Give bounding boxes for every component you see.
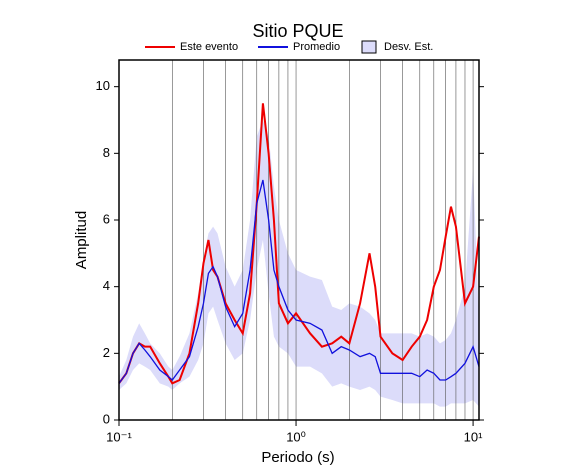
series-line (118, 103, 480, 385)
x-tick-label: 10⁰ (286, 429, 306, 444)
chart-title: Sitio PQUE (252, 21, 343, 41)
legend-label: Desv. Est. (384, 41, 433, 53)
legend-label: Este evento (180, 41, 238, 53)
y-tick-label: 4 (103, 278, 110, 293)
series-line (118, 179, 480, 384)
x-tick-label: 10¹ (464, 429, 483, 444)
std-band (119, 120, 479, 407)
y-tick-label: 6 (103, 211, 110, 226)
legend-swatch (361, 40, 377, 54)
y-tick-label: 2 (103, 345, 110, 360)
x-axis-label: Periodo (s) (261, 449, 334, 466)
y-tick-label: 0 (103, 411, 110, 426)
legend-label: Promedio (293, 41, 340, 53)
x-tick-label: 10⁻¹ (106, 429, 132, 444)
plot-frame (118, 59, 480, 421)
y-tick-label: 8 (103, 145, 110, 160)
y-axis-label: Amplitud (73, 211, 90, 269)
y-tick-label: 10 (96, 78, 110, 93)
